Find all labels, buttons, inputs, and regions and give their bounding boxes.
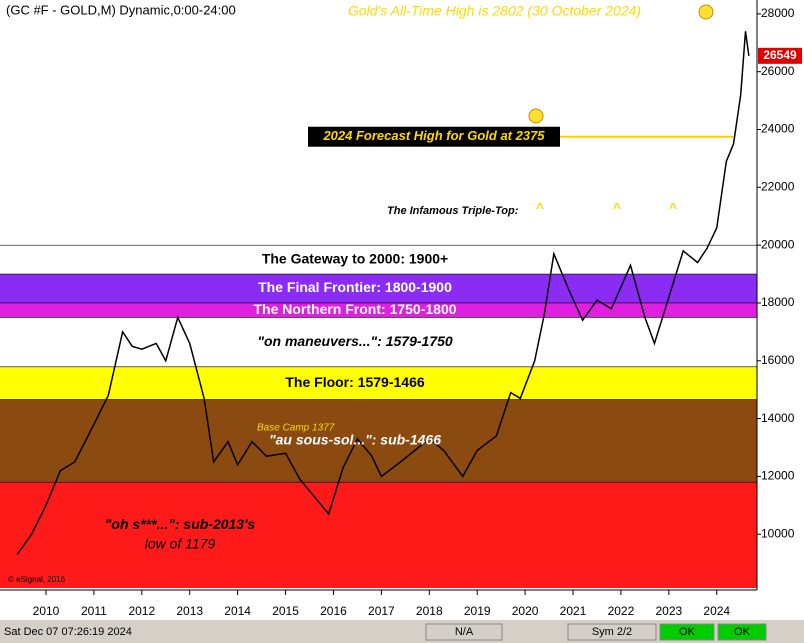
band [0, 274, 757, 303]
y-tick-label: 22000 [761, 179, 795, 193]
smiley [528, 4, 714, 124]
status-na: N/A [455, 626, 474, 638]
y-tick-label: 28000 [761, 6, 795, 20]
band-label: "on maneuvers...": 1579-1750 [257, 333, 453, 349]
copyright: © eSignal, 2016 [8, 575, 66, 584]
x-tick-label: 2015 [272, 604, 299, 618]
forecast-label: 2024 Forecast High for Gold at 2375 [322, 128, 545, 143]
low-label: low of 1179 [145, 536, 216, 552]
y-tick-label: 16000 [761, 353, 795, 367]
status-sym: Sym 2/2 [592, 626, 632, 638]
band [0, 302, 757, 318]
band-label: The Gateway to 2000: 1900+ [262, 250, 448, 266]
caret: ^ [536, 200, 544, 216]
band-label: The Floor: 1579-1466 [285, 374, 424, 390]
x-tick-label: 2013 [176, 604, 203, 618]
status-ok[interactable]: OK [679, 626, 696, 638]
price-line [16, 31, 750, 555]
x-tick-label: 2023 [655, 604, 682, 618]
band [0, 482, 757, 588]
y-tick-label: 24000 [761, 122, 795, 136]
y-tick-label: 10000 [761, 526, 795, 540]
status-ok[interactable]: OK [734, 626, 751, 638]
price-label-box [758, 47, 802, 64]
x-tick-label: 2011 [81, 604, 107, 618]
x-tick-label: 2021 [560, 604, 587, 618]
x-tick-label: 2022 [608, 604, 635, 618]
y-tick-label: 14000 [761, 411, 795, 425]
status-datetime: Sat Dec 07 07:26:19 2024 [4, 626, 132, 638]
status-bar [0, 620, 804, 643]
band [0, 399, 757, 483]
price-label: 26549 [763, 48, 797, 62]
x-tick-label: 2012 [128, 604, 155, 618]
x-tick-label: 2017 [368, 604, 395, 618]
x-tick-label: 2019 [464, 604, 491, 618]
ath-annotation: Gold's All-Time High is 2802 (30 October… [348, 3, 641, 19]
x-tick-label: 2018 [416, 604, 443, 618]
band-label: "oh s***...": sub-2013's [105, 516, 256, 532]
band [0, 317, 757, 367]
y-tick-label: 20000 [761, 237, 795, 251]
x-tick-label: 2010 [33, 604, 60, 618]
x-tick-label: 2020 [512, 604, 539, 618]
x-tick-label: 2016 [320, 604, 347, 618]
band-label: The Final Frontier: 1800-1900 [258, 279, 452, 295]
chart-title: (GC #F - GOLD,M) Dynamic,0:00-24:00 [6, 2, 236, 17]
band-label: The Northern Front: 1750-1800 [253, 301, 456, 317]
caret: ^ [613, 200, 621, 216]
caret: ^ [669, 200, 677, 216]
triple-top-label: The Infamous Triple-Top: [387, 205, 519, 217]
x-tick-label: 2014 [224, 604, 251, 618]
x-tick-label: 2024 [703, 604, 730, 618]
band [0, 366, 757, 400]
y-tick-label: 18000 [761, 295, 795, 309]
forecast-box [308, 126, 560, 147]
base-camp-label: Base Camp 1377 [257, 423, 335, 434]
y-tick-label: 26000 [761, 64, 795, 78]
y-tick-label: 12000 [761, 469, 795, 483]
band-label: "au sous-sol...": sub-1466 [269, 432, 441, 448]
